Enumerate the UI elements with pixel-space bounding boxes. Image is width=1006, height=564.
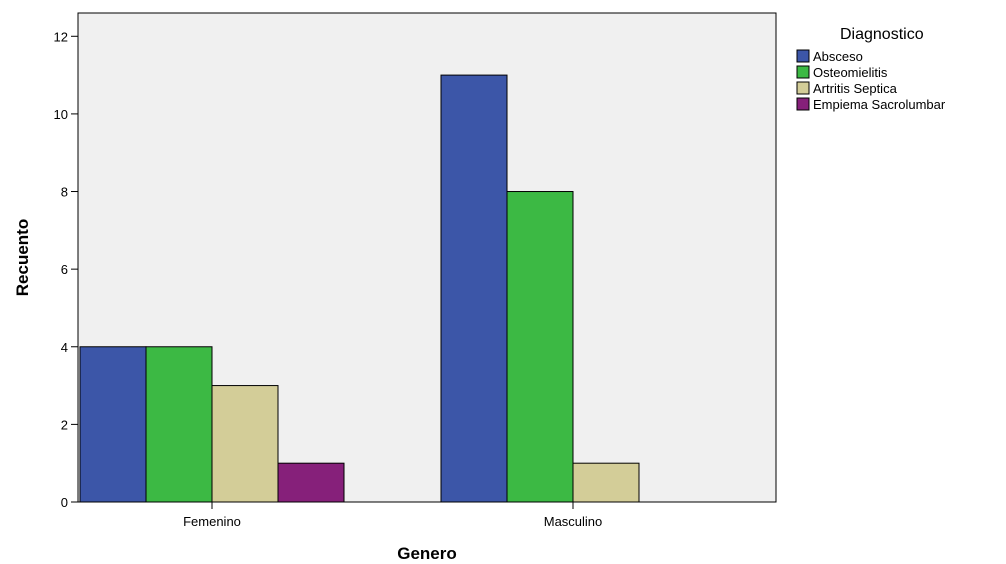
y-tick-label: 10 — [54, 107, 68, 122]
bars-group — [79, 74, 640, 503]
legend-swatch-artritis-septica — [796, 81, 810, 95]
bar-absceso-femenino — [79, 346, 147, 503]
x-axis-title: Genero — [397, 544, 457, 563]
x-tick-label-masculino: Masculino — [544, 514, 603, 529]
legend-label-absceso: Absceso — [813, 49, 863, 64]
x-tick-label-femenino: Femenino — [183, 514, 241, 529]
bar-artritis-septica-femenino — [211, 385, 279, 503]
legend-title: Diagnostico — [840, 26, 924, 43]
x-axis: Femenino Masculino — [183, 502, 602, 529]
y-tick-label: 4 — [61, 340, 68, 355]
y-tick-label: 8 — [61, 185, 68, 200]
legend-swatch-empiema-sacrolumbar — [796, 97, 810, 111]
y-axis-title: Recuento — [13, 219, 32, 296]
y-axis: 0 2 4 6 8 10 12 — [54, 29, 78, 510]
y-tick-label: 2 — [61, 417, 68, 432]
bar-empiema-sacrolumbar-femenino — [277, 462, 345, 503]
legend-swatch-absceso — [796, 49, 810, 63]
bar-absceso-masculino — [440, 74, 508, 503]
legend-label-osteomielitis: Osteomielitis — [813, 65, 888, 80]
bar-osteomielitis-femenino — [145, 346, 213, 503]
bar-osteomielitis-masculino — [506, 191, 574, 503]
y-tick-label: 0 — [61, 495, 68, 510]
y-tick-label: 6 — [61, 262, 68, 277]
bar-artritis-septica-masculino — [572, 462, 640, 503]
legend: Diagnostico AbscesoOsteomielitisArtritis… — [796, 26, 946, 112]
legend-label-artritis-septica: Artritis Septica — [813, 81, 898, 96]
legend-label-empiema-sacrolumbar: Empiema Sacrolumbar — [813, 97, 946, 112]
y-tick-label: 12 — [54, 29, 68, 44]
legend-swatch-osteomielitis — [796, 65, 810, 79]
